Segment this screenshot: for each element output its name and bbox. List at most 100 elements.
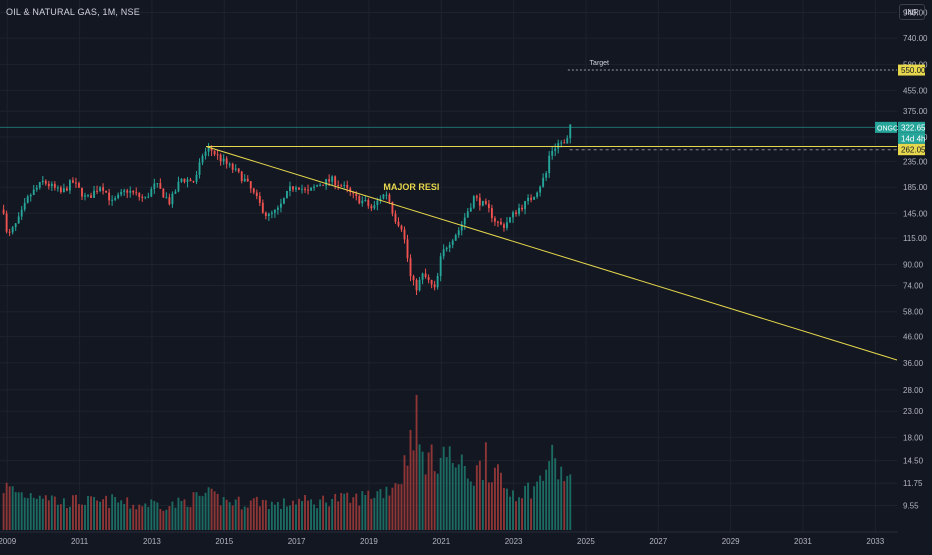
- candle-body: [147, 196, 150, 198]
- candle-body: [343, 184, 346, 186]
- volume-bar: [75, 494, 77, 530]
- candle-body: [421, 273, 424, 280]
- volume-bar: [533, 486, 536, 530]
- volume-bar: [545, 469, 548, 530]
- candle-body: [171, 193, 174, 205]
- volume-bar: [397, 484, 400, 530]
- volume-bar: [204, 492, 207, 530]
- volume-bar: [328, 506, 331, 530]
- candle-body: [382, 194, 385, 199]
- volume-bar: [355, 493, 358, 530]
- volume-bar: [475, 465, 478, 530]
- volume-bar: [53, 496, 56, 530]
- volume-bar: [144, 503, 147, 530]
- candle-body: [367, 199, 370, 206]
- symbol-tag-bg: [875, 121, 897, 133]
- volume-bar: [557, 479, 560, 530]
- volume-bar: [273, 504, 276, 530]
- volume-bar: [454, 467, 457, 530]
- volume-bar: [138, 504, 141, 530]
- volume-bar: [156, 502, 159, 530]
- volume-bar: [78, 504, 80, 530]
- candle-body: [370, 205, 373, 209]
- candle-body: [65, 188, 68, 191]
- volume-bar: [276, 501, 279, 530]
- candle-body: [373, 205, 376, 209]
- time-axis[interactable]: 2009 2011 2013 2015 2017 2019 2021 2023 2025 2027…: [0, 531, 898, 550]
- volume-bar: [430, 444, 433, 530]
- candle-body: [168, 197, 171, 205]
- candle-body: [68, 180, 71, 191]
- volume-bar: [364, 494, 367, 530]
- volume-bar: [569, 474, 572, 530]
- candle-body: [35, 187, 38, 190]
- y-tick-label: 36.00: [903, 359, 924, 368]
- candle-body: [62, 188, 65, 193]
- volume-bar: [415, 395, 418, 530]
- volume-bar: [32, 497, 35, 530]
- candle-body: [530, 197, 533, 200]
- candle-body: [539, 186, 542, 193]
- volume-bar: [307, 500, 309, 530]
- volume-bar: [153, 500, 156, 530]
- candle-body: [162, 188, 165, 198]
- candle-body: [20, 209, 23, 217]
- candle-body: [451, 240, 454, 245]
- candle-body: [120, 191, 123, 195]
- level-b-tag: 262.05: [901, 146, 926, 155]
- candle-body: [496, 221, 499, 223]
- volume-bar: [50, 495, 53, 530]
- x-tick-label: 2015: [215, 537, 233, 546]
- price-axis[interactable]: 9.55 11.75 14.50 18.00 23.00 28.00 36.00 46.00 5…: [898, 0, 932, 550]
- volume-bar: [195, 492, 198, 530]
- volume-bar: [304, 494, 306, 530]
- countdown-tag: 14d 4h: [901, 134, 925, 143]
- candle-body: [243, 178, 246, 182]
- candle-body: [216, 154, 219, 156]
- volume-bar: [346, 492, 349, 530]
- volume-bar: [424, 474, 427, 530]
- volume-bar: [286, 506, 288, 530]
- candle-body: [177, 181, 180, 192]
- candle-body: [536, 192, 539, 197]
- candle-body: [144, 196, 147, 198]
- candle-body: [569, 124, 572, 139]
- candle-body: [270, 212, 273, 214]
- candle-body: [403, 229, 406, 240]
- candle-body: [551, 150, 554, 156]
- candle-body: [415, 279, 418, 291]
- volume-bar: [469, 481, 472, 530]
- candle-body: [123, 190, 126, 192]
- volume-bar: [394, 483, 397, 530]
- candle-body: [59, 187, 62, 193]
- volume-bar: [270, 501, 273, 530]
- volume-bar: [524, 485, 526, 530]
- y-tick-label: 18.00: [903, 433, 924, 442]
- candle-body: [337, 184, 340, 186]
- candle-body: [460, 224, 463, 231]
- volume-bar: [500, 472, 502, 530]
- candle-body: [518, 207, 520, 214]
- y-tick-label: 14.50: [903, 457, 924, 466]
- volume-bar: [361, 491, 364, 530]
- volume-bar: [349, 502, 352, 530]
- currency-badge[interactable]: INR: [899, 4, 925, 20]
- volume-bar: [382, 498, 385, 530]
- volume-bar: [421, 451, 424, 530]
- y-tick-label: 28.00: [903, 386, 924, 395]
- volume-bar: [102, 499, 105, 530]
- candle-body: [174, 191, 177, 194]
- candle-body: [325, 179, 328, 186]
- volume-bar: [249, 500, 252, 530]
- symbol-title[interactable]: OIL & NATURAL GAS, 1M, NSE: [6, 7, 140, 17]
- volume-bar: [14, 492, 17, 530]
- candle-body: [379, 198, 382, 201]
- candle-body: [186, 179, 189, 182]
- candle-body: [267, 213, 270, 216]
- candle-body: [141, 196, 144, 198]
- candle-body: [424, 273, 427, 278]
- candle-body: [99, 187, 102, 192]
- volume-bar: [261, 499, 264, 530]
